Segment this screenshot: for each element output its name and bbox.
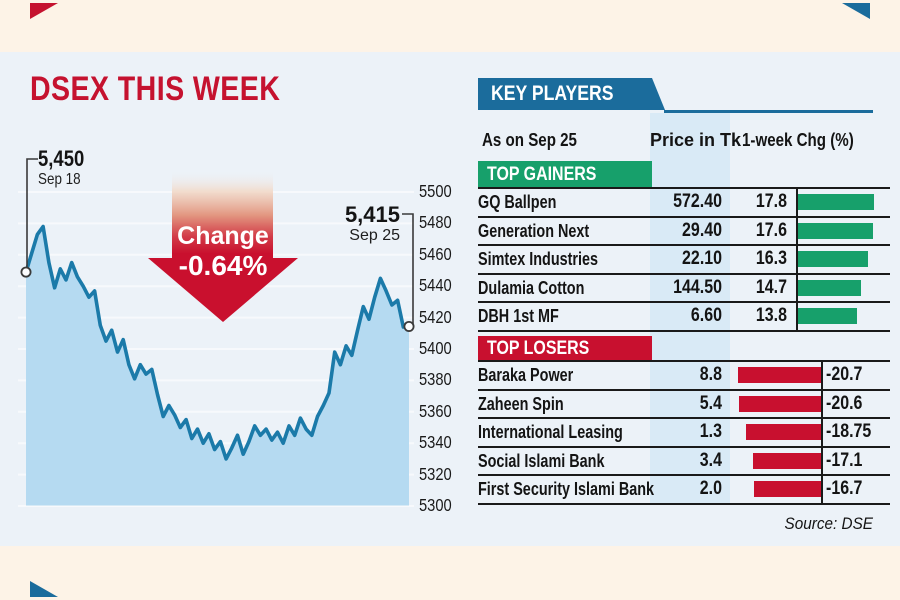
table-row: GQ Ballpen 572.40 17.8 (478, 189, 890, 218)
dsex-line-chart (18, 158, 415, 507)
end-date-label: Sep 25 (349, 227, 400, 244)
loss-bar (738, 367, 822, 383)
table-row: Simtex Industries 22.10 16.3 (478, 246, 890, 275)
price-value: 144.50 (673, 276, 722, 298)
loss-bar (738, 395, 822, 412)
price-value: 8.8 (699, 364, 722, 385)
y-tick-label: 5480 (419, 212, 452, 233)
change-arrow-icon (148, 170, 298, 322)
change-value: -20.7 (826, 364, 863, 385)
change-value: 17.6 (755, 219, 787, 241)
end-point-marker (403, 320, 415, 332)
price-value: 29.40 (682, 219, 722, 241)
price-value: 2.0 (699, 478, 722, 500)
start-date-label: Sep 18 (38, 171, 81, 188)
price-value: 572.40 (673, 191, 722, 212)
table-row: Baraka Power 8.8 -20.7 (478, 362, 890, 391)
company-name: Baraka Power (478, 365, 574, 385)
y-tick-label: 5360 (419, 400, 452, 421)
end-callout-line (402, 213, 414, 325)
end-value-label: 5,415 (344, 202, 400, 227)
price-column-header: Price in Tk (650, 130, 742, 150)
company-name: Simtex Industries (478, 249, 599, 270)
table-row: Social Islami Bank 3.4 -17.1 (478, 448, 890, 477)
loss-bar (752, 452, 822, 469)
gain-bar (797, 279, 861, 296)
company-name: GQ Ballpen (478, 192, 557, 212)
y-tick-label: 5420 (419, 306, 452, 327)
gain-bar (797, 194, 875, 210)
key-players-banner: KEY PLAYERS (478, 78, 665, 110)
start-point-marker (20, 266, 32, 278)
table-row: Dulamia Cotton 144.50 14.7 (478, 275, 890, 304)
y-tick-label: 5500 (419, 181, 452, 201)
loss-bar (746, 424, 822, 441)
price-value: 5.4 (699, 392, 722, 414)
company-name: First Security Islami Bank (478, 479, 655, 500)
gainers-table: GQ Ballpen 572.40 17.8 Generation Next 29.40… (478, 187, 890, 332)
gain-bar (797, 251, 868, 268)
top-losers-banner: TOP LOSERS (478, 336, 652, 362)
y-tick-label: 5320 (419, 463, 452, 484)
losers-table: Baraka Power 8.8 -20.7 Zaheen Spin 5.4 -20.6 I… (478, 360, 890, 505)
price-value: 22.10 (682, 248, 722, 270)
change-value: -18.75 (826, 421, 872, 443)
change-value: 14.7 (755, 276, 787, 298)
y-tick-label: 5440 (419, 275, 452, 296)
gain-bar (797, 308, 857, 325)
change-percent: -0.64% (178, 250, 268, 281)
company-name: Social Islami Bank (478, 450, 605, 471)
start-value-label: 5,450 (38, 146, 85, 171)
change-column-header: 1-week Chg (%) (742, 130, 854, 150)
y-tick-label: 5460 (419, 243, 452, 264)
company-name: DBH 1st MF (478, 306, 559, 327)
y-tick-label: 5300 (419, 495, 452, 515)
y-tick-label: 5400 (419, 338, 452, 358)
corner-triangle-bottom-left-icon (30, 581, 58, 597)
company-name: Dulamia Cotton (478, 277, 585, 298)
bar-baseline (821, 362, 823, 505)
change-value: -20.6 (826, 392, 863, 414)
price-value: 3.4 (699, 449, 722, 471)
price-column-stripe (650, 113, 730, 505)
top-gainers-banner: TOP GAINERS (478, 161, 652, 189)
page-title-text: DSEX THIS WEEK (30, 70, 281, 108)
price-value: 6.60 (690, 305, 722, 327)
start-callout-line (26, 158, 38, 268)
table-row: Zaheen Spin 5.4 -20.6 (478, 391, 890, 420)
loss-bar (754, 481, 822, 498)
change-value: 13.8 (755, 305, 787, 327)
table-row: International Leasing 1.3 -18.75 (478, 419, 890, 448)
company-name: Generation Next (478, 220, 590, 241)
y-tick-label: 5380 (419, 369, 452, 390)
corner-triangle-top-right-icon (842, 3, 870, 19)
index-line (24, 224, 411, 461)
as-of-label: As on Sep 25 (482, 130, 577, 150)
table-row: DBH 1st MF 6.60 13.8 (478, 303, 890, 332)
gain-bar (797, 222, 874, 239)
change-value: 17.8 (755, 191, 787, 212)
table-row: Generation Next 29.40 17.6 (478, 218, 890, 247)
change-value: -17.1 (826, 449, 863, 471)
table-row: First Security Islami Bank 2.0 -16.7 (478, 476, 890, 505)
bar-baseline (796, 189, 798, 332)
change-value: -16.7 (826, 478, 863, 500)
page-title: DSEX THIS WEEK (30, 70, 328, 109)
change-value: 16.3 (755, 248, 787, 270)
banner-underline (664, 110, 873, 113)
change-label: Change (177, 222, 269, 250)
company-name: Zaheen Spin (478, 393, 564, 414)
company-name: International Leasing (478, 422, 623, 443)
corner-triangle-top-left-icon (30, 3, 58, 19)
down-arrow-shape (148, 170, 298, 322)
source-label: Source: DSE (784, 514, 873, 533)
price-value: 1.3 (699, 421, 722, 443)
y-tick-label: 5340 (419, 432, 452, 453)
